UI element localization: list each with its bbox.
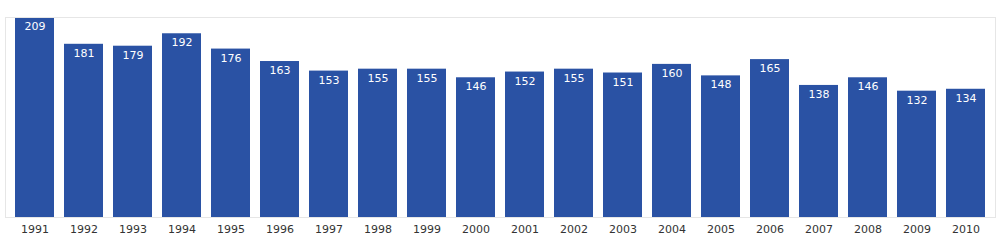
svg-text:1998: 1998: [364, 223, 392, 236]
svg-text:160: 160: [662, 67, 683, 80]
svg-text:1991: 1991: [21, 223, 49, 236]
svg-text:176: 176: [221, 52, 242, 65]
svg-text:2005: 2005: [707, 223, 735, 236]
svg-text:2002: 2002: [560, 223, 588, 236]
svg-text:163: 163: [270, 64, 291, 77]
svg-text:132: 132: [907, 94, 928, 107]
svg-text:1993: 1993: [119, 223, 147, 236]
svg-text:155: 155: [564, 72, 585, 85]
svg-text:138: 138: [809, 88, 830, 101]
svg-text:1999: 1999: [413, 223, 441, 236]
svg-text:1992: 1992: [70, 223, 98, 236]
svg-text:181: 181: [74, 47, 95, 60]
svg-text:153: 153: [319, 74, 340, 87]
svg-text:192: 192: [172, 36, 193, 49]
svg-text:148: 148: [711, 78, 732, 91]
svg-text:2008: 2008: [854, 223, 882, 236]
svg-text:2001: 2001: [511, 223, 539, 236]
svg-text:2010: 2010: [952, 223, 980, 236]
svg-text:2004: 2004: [658, 223, 686, 236]
svg-text:155: 155: [368, 72, 389, 85]
svg-text:2000: 2000: [462, 223, 490, 236]
svg-text:1995: 1995: [217, 223, 245, 236]
svg-text:2003: 2003: [609, 223, 637, 236]
svg-text:155: 155: [417, 72, 438, 85]
svg-text:1996: 1996: [266, 223, 294, 236]
svg-text:1994: 1994: [168, 223, 196, 236]
svg-text:179: 179: [123, 49, 144, 62]
svg-text:165: 165: [760, 62, 781, 75]
svg-text:2009: 2009: [903, 223, 931, 236]
svg-text:146: 146: [858, 80, 879, 93]
svg-text:2007: 2007: [805, 223, 833, 236]
svg-text:2006: 2006: [756, 223, 784, 236]
svg-text:134: 134: [956, 92, 977, 105]
svg-text:146: 146: [466, 80, 487, 93]
svg-text:209: 209: [25, 20, 46, 33]
svg-text:151: 151: [613, 76, 634, 89]
svg-text:1997: 1997: [315, 223, 343, 236]
svg-text:152: 152: [515, 75, 536, 88]
